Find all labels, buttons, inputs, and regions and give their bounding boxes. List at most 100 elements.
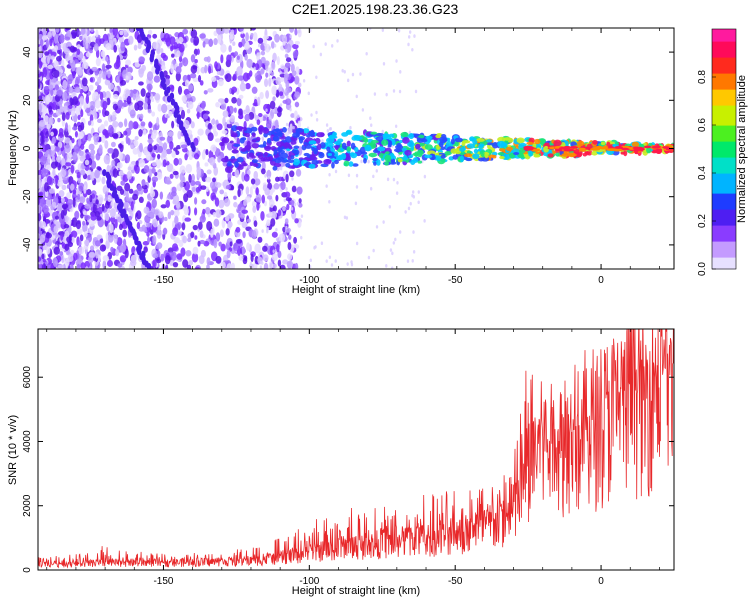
noise-speck: [104, 56, 109, 62]
signal-blob: [349, 152, 355, 157]
noise-speck: [294, 101, 300, 108]
noise-speck: [86, 188, 92, 196]
signal-blob: [283, 142, 290, 149]
signal-blob: [346, 146, 351, 152]
signal-blob: [486, 139, 493, 143]
noise-speck: [290, 63, 295, 73]
noise-speck: [213, 38, 218, 46]
signal-blob: [279, 152, 289, 159]
noise-speck: [412, 230, 415, 234]
noise-speck: [46, 175, 53, 186]
noise-speck: [232, 73, 237, 80]
noise-speck: [166, 104, 173, 111]
noise-speck: [92, 204, 98, 214]
noise-speck: [74, 59, 79, 64]
noise-speck: [172, 170, 179, 176]
noise-speck: [172, 199, 177, 205]
noise-speck: [285, 48, 288, 53]
noise-speck: [211, 76, 217, 82]
noise-speck: [257, 236, 263, 243]
signal-blob: [476, 137, 485, 142]
noise-speck: [95, 57, 101, 67]
noise-speck: [214, 138, 221, 143]
noise-speck: [56, 89, 63, 97]
noise-speck: [65, 162, 72, 167]
noise-speck: [182, 28, 189, 35]
noise-speck: [120, 41, 126, 52]
noise-speck: [147, 236, 151, 244]
noise-speck: [218, 78, 224, 87]
noise-speck: [267, 182, 273, 190]
signal-blob: [461, 141, 466, 147]
signal-blob: [277, 133, 283, 138]
noise-speck: [116, 44, 120, 50]
noise-speck: [101, 203, 105, 212]
noise-speck: [277, 259, 282, 267]
noise-speck: [85, 94, 90, 105]
noise-speck: [407, 35, 411, 39]
signal-core: [558, 146, 571, 150]
noise-speck: [201, 150, 206, 161]
noise-speck: [83, 101, 87, 110]
y-tick-label: 6000: [22, 366, 33, 389]
signal-blob: [229, 140, 234, 144]
signal-blob: [526, 141, 534, 145]
noise-speck: [282, 206, 286, 212]
noise-speck: [285, 57, 292, 63]
noise-speck: [263, 200, 267, 207]
signal-blob: [454, 137, 463, 143]
signal-blob: [280, 159, 289, 163]
noise-speck: [279, 103, 283, 107]
colorbar-segment: [712, 161, 736, 166]
noise-speck: [112, 120, 119, 128]
noise-speck: [190, 54, 196, 63]
signal-blob: [388, 140, 393, 147]
noise-speck: [297, 120, 301, 129]
spectrogram-signal-band: [219, 125, 674, 174]
noise-speck: [253, 66, 256, 71]
noise-speck: [227, 213, 235, 219]
noise-speck: [202, 113, 209, 120]
noise-speck: [287, 127, 293, 134]
noise-speck: [152, 235, 157, 245]
noise-speck: [127, 166, 132, 171]
noise-streak-blob: [136, 248, 142, 256]
noise-speck: [110, 141, 116, 148]
noise-speck: [220, 103, 227, 111]
noise-speck: [231, 86, 238, 93]
noise-speck: [268, 199, 275, 208]
noise-speck: [179, 165, 186, 175]
noise-speck: [44, 182, 49, 193]
signal-blob: [398, 151, 403, 155]
colorbar-segment: [712, 53, 736, 58]
noise-speck: [288, 28, 295, 33]
noise-speck: [69, 263, 74, 269]
signal-blob: [395, 144, 404, 150]
noise-speck: [272, 109, 275, 113]
noise-speck: [50, 131, 54, 137]
signal-core: [578, 147, 586, 151]
noise-speck: [124, 118, 128, 128]
signal-blob: [582, 152, 587, 157]
noise-speck: [230, 28, 237, 31]
x-tick-label: -150: [153, 275, 173, 286]
noise-speck: [45, 164, 52, 171]
noise-speck: [143, 148, 148, 155]
noise-speck: [156, 258, 162, 264]
noise-speck: [178, 43, 185, 53]
signal-blob: [513, 152, 520, 156]
noise-speck: [67, 124, 71, 134]
noise-speck: [294, 218, 299, 224]
noise-speck: [107, 147, 114, 154]
signal-blob: [262, 140, 267, 148]
noise-speck: [315, 117, 319, 122]
noise-speck: [107, 70, 111, 79]
noise-speck: [147, 108, 152, 114]
noise-speck: [237, 75, 244, 81]
noise-speck: [175, 66, 182, 75]
noise-speck: [171, 220, 176, 229]
noise-speck: [240, 32, 245, 39]
noise-speck: [382, 220, 385, 224]
colorbar-segment: [712, 145, 736, 150]
noise-speck: [69, 55, 74, 64]
